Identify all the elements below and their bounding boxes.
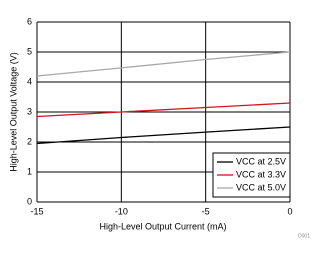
y-tick-label: 3 xyxy=(27,106,32,116)
data-line xyxy=(36,102,291,118)
figure-note: D001 xyxy=(298,233,310,239)
x-tick-label: -5 xyxy=(202,206,210,216)
x-tick-label: -15 xyxy=(30,206,43,216)
x-axis-title: High-Level Output Current (mA) xyxy=(99,221,226,231)
data-line xyxy=(36,126,291,145)
y-tick-label: 6 xyxy=(27,16,32,26)
legend-label: VCC at 3.3V xyxy=(236,169,286,179)
legend-label: VCC at 5.0V xyxy=(236,182,286,192)
y-tick-label: 2 xyxy=(27,136,32,146)
x-tick-label: -10 xyxy=(115,206,128,216)
legend-label: VCC at 2.5V xyxy=(236,156,286,166)
y-tick-label: 4 xyxy=(27,76,32,86)
y-tick-label: 5 xyxy=(27,46,32,56)
y-axis-title: High-Level Output Voltage (V) xyxy=(8,52,18,172)
data-line xyxy=(36,51,291,77)
y-tick-label: 0 xyxy=(27,196,32,206)
y-tick-label: 1 xyxy=(27,166,32,176)
x-tick-label: 0 xyxy=(287,206,292,216)
